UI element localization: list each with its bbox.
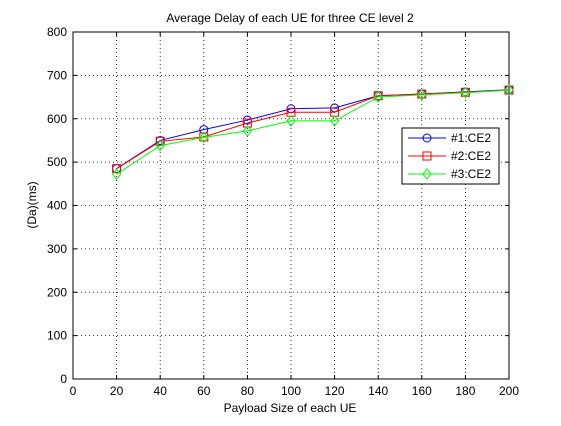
x-tick-label: 180 (455, 384, 475, 398)
chart-title: Average Delay of each UE for three CE le… (166, 11, 414, 25)
series-3-point (329, 115, 340, 127)
legend-entry-2: #2:CE2 (408, 149, 491, 163)
x-tick-label: 200 (499, 384, 519, 398)
y-tick-label: 700 (47, 68, 67, 82)
series-layer (111, 84, 514, 181)
x-tick-label: 160 (412, 384, 432, 398)
x-tick-label: 120 (325, 384, 345, 398)
x-tick-label: 0 (70, 384, 77, 398)
grid-layer (73, 32, 509, 379)
x-tick-label: 60 (197, 384, 211, 398)
x-tick-label: 20 (110, 384, 124, 398)
y-tick-label: 0 (60, 372, 67, 386)
x-axis-label: Payload Size of each UE (224, 401, 357, 415)
series-3-point (155, 139, 165, 152)
legend-entry-1: #1:CE2 (408, 131, 491, 145)
legend-marker (422, 133, 432, 143)
y-tick-label: 500 (47, 155, 67, 169)
y-axis-label: (Da)(ms) (25, 181, 39, 228)
series-2-point (242, 118, 252, 128)
series-2-point (112, 164, 122, 174)
series-3-point (373, 91, 383, 103)
series-3-point (199, 131, 209, 144)
legend-entry-3: #3:CE2 (408, 167, 491, 181)
legend-marker (422, 168, 432, 180)
series-3-point (286, 115, 296, 127)
series-3-point (460, 86, 471, 99)
legend-label: #2:CE2 (451, 149, 491, 163)
legend-label: #3:CE2 (451, 167, 491, 181)
y-tick-label: 800 (47, 25, 67, 39)
series-3-point (417, 89, 427, 101)
series-3-point (111, 168, 122, 181)
x-tick-label: 40 (154, 384, 168, 398)
legend-label: #1:CE2 (451, 131, 491, 145)
series-3-point (504, 84, 514, 96)
legend-marker (422, 151, 432, 161)
series-3-line (116, 89, 510, 175)
y-tick-label: 600 (47, 112, 67, 126)
tick-layer: 0 20 40 60 80 100 120 140 160 180 200 0 100 200 300 400… (47, 25, 519, 398)
x-tick-label: 80 (241, 384, 255, 398)
y-tick-label: 400 (47, 199, 67, 213)
series-3 (111, 84, 514, 181)
x-tick-label: 140 (368, 384, 388, 398)
series-1-point (199, 125, 209, 135)
x-tick-label: 100 (281, 384, 301, 398)
series-3-point (242, 125, 253, 137)
series-2-line (116, 89, 510, 170)
y-tick-label: 100 (47, 329, 67, 343)
y-tick-label: 200 (47, 285, 67, 299)
y-tick-label: 300 (47, 242, 67, 256)
legend: #1:CE2 #2:CE2 #3:CE2 (401, 127, 500, 185)
